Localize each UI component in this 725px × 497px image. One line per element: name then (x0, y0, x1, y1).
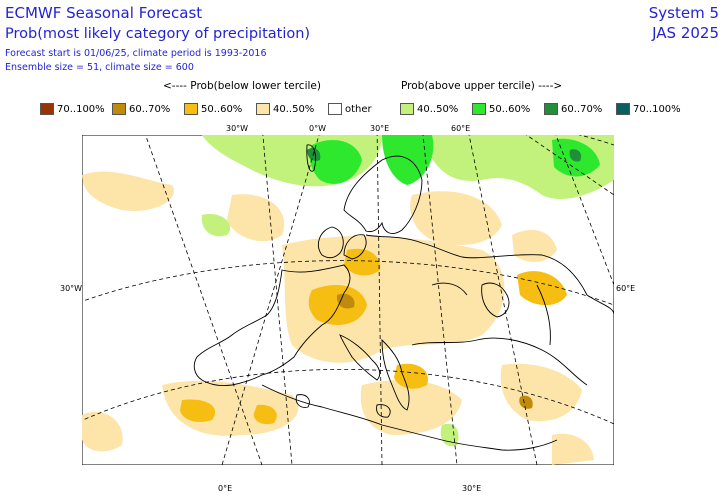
lat-label-left: 30°W (60, 284, 83, 293)
legend-swatch (616, 103, 630, 115)
shading-below-60-70 (336, 293, 533, 409)
legend-above-header: Prob(above upper tercile) ----> (401, 80, 563, 92)
legend-label: 40..50% (273, 103, 315, 115)
lon-label-0e-bottom: 0°E (218, 484, 233, 493)
legend-item: 60..70% (544, 102, 602, 116)
legend-label: 50..60% (201, 103, 243, 115)
legend-item: 60..70% (112, 102, 170, 116)
shading-below-50-60 (180, 248, 567, 425)
legend-swatch (472, 103, 486, 115)
shading-above-50-60 (309, 135, 600, 185)
legend-label: 60..70% (129, 103, 171, 115)
legend-item: 40..50% (400, 102, 458, 116)
season-label: JAS 2025 (652, 24, 719, 42)
legend-item: 50..60% (184, 102, 242, 116)
system-label: System 5 (648, 4, 719, 22)
lon-label-0w-top: 0°W (309, 124, 326, 133)
legend-item: 70..100% (40, 102, 105, 116)
legend-item: other (328, 102, 372, 116)
coastlines (193, 144, 614, 451)
lon-label-30e-top: 30°E (370, 124, 390, 133)
legend-below-header: <---- Prob(below lower tercile) (163, 80, 321, 92)
legend-item: 40..50% (256, 102, 314, 116)
legend-swatch (544, 103, 558, 115)
legend-swatch (328, 103, 342, 115)
legend-item: 50..60% (472, 102, 530, 116)
legend-label: 40..50% (417, 103, 459, 115)
lon-label-60e-top: 60°E (451, 124, 471, 133)
forecast-start-text: Forecast start is 01/06/25, climate peri… (5, 48, 267, 59)
shading-above-60-70 (307, 148, 582, 162)
lon-label-30w-top: 30°W (226, 124, 249, 133)
legend-swatch (112, 103, 126, 115)
legend-label: 50..60% (489, 103, 531, 115)
legend-swatch (400, 103, 414, 115)
legend-label: other (345, 103, 372, 115)
page-subtitle: Prob(most likely category of precipitati… (5, 26, 311, 42)
ensemble-size-text: Ensemble size = 51, climate size = 600 (5, 62, 194, 73)
legend-item: 70..100% (616, 102, 681, 116)
legend-swatch (40, 103, 54, 115)
page-title: ECMWF Seasonal Forecast (5, 4, 203, 22)
lat-label-right: 60°E (616, 284, 636, 293)
lon-label-30e-bottom: 30°E (462, 484, 482, 493)
legend-label: 70..100% (633, 103, 681, 115)
legend-swatch (256, 103, 270, 115)
legend-label: 60..70% (561, 103, 603, 115)
precipitation-map (82, 135, 614, 465)
graticule (82, 135, 614, 465)
legend-label: 70..100% (57, 103, 105, 115)
legend-swatch (184, 103, 198, 115)
